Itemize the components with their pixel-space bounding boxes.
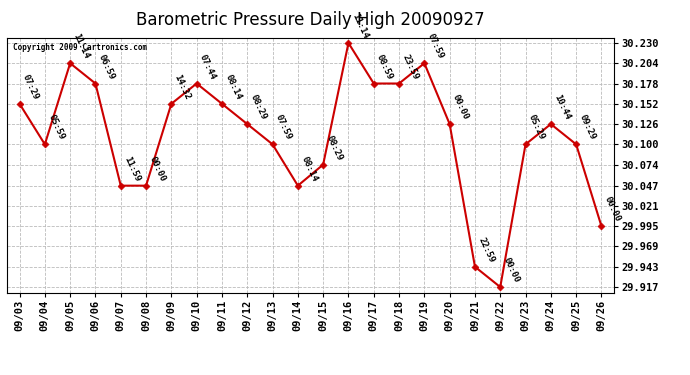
Text: 23:59: 23:59	[400, 53, 420, 81]
Text: Copyright 2009 Cartronics.com: Copyright 2009 Cartronics.com	[13, 43, 147, 52]
Text: 07:44: 07:44	[198, 53, 217, 81]
Text: 07:59: 07:59	[426, 32, 445, 60]
Text: 08:29: 08:29	[324, 134, 344, 162]
Text: 05:59: 05:59	[46, 113, 66, 141]
Text: Barometric Pressure Daily High 20090927: Barometric Pressure Daily High 20090927	[136, 11, 485, 29]
Text: 00:00: 00:00	[451, 93, 471, 121]
Text: 14:32: 14:32	[172, 73, 193, 101]
Text: 07:29: 07:29	[21, 73, 41, 101]
Text: 00:00: 00:00	[603, 195, 622, 223]
Text: 11:14: 11:14	[350, 12, 369, 40]
Text: 05:29: 05:29	[527, 113, 546, 141]
Text: 08:14: 08:14	[299, 155, 319, 183]
Text: 22:59: 22:59	[476, 236, 496, 264]
Text: 11:59: 11:59	[122, 155, 141, 183]
Text: 10:44: 10:44	[552, 93, 572, 121]
Text: 00:00: 00:00	[148, 155, 167, 183]
Text: 00:00: 00:00	[502, 256, 521, 284]
Text: 09:29: 09:29	[578, 113, 597, 141]
Text: 11:14: 11:14	[72, 32, 91, 60]
Text: 06:59: 06:59	[97, 53, 117, 81]
Text: 08:59: 08:59	[375, 53, 395, 81]
Text: 08:29: 08:29	[248, 93, 268, 121]
Text: 07:59: 07:59	[274, 113, 293, 141]
Text: 08:14: 08:14	[224, 73, 243, 101]
